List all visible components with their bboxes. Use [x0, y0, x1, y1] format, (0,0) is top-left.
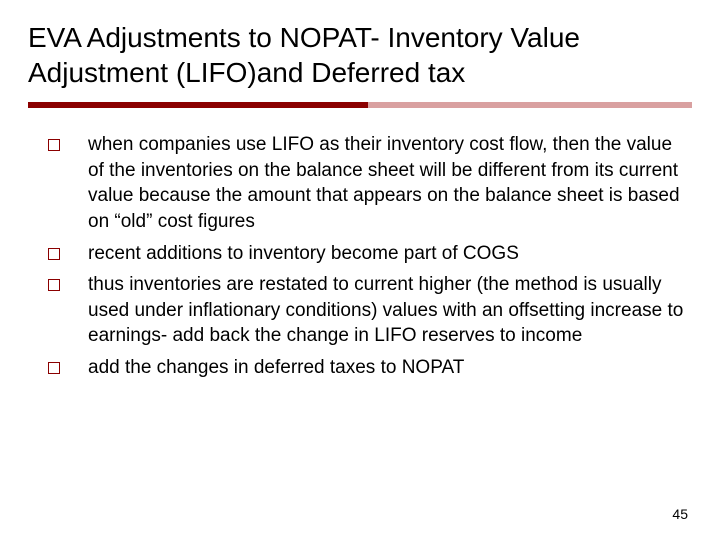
slide-title: EVA Adjustments to NOPAT- Inventory Valu…: [28, 20, 692, 90]
bullet-item: recent additions to inventory become par…: [48, 241, 692, 267]
slide-container: EVA Adjustments to NOPAT- Inventory Valu…: [0, 0, 720, 540]
bullet-item: when companies use LIFO as their invento…: [48, 132, 692, 235]
title-divider: [28, 102, 692, 112]
bullet-item: add the changes in deferred taxes to NOP…: [48, 355, 692, 381]
bullet-list: when companies use LIFO as their invento…: [28, 132, 692, 381]
page-number: 45: [672, 506, 688, 522]
bullet-item: thus inventories are restated to current…: [48, 272, 692, 349]
divider-dark-segment: [28, 102, 368, 108]
